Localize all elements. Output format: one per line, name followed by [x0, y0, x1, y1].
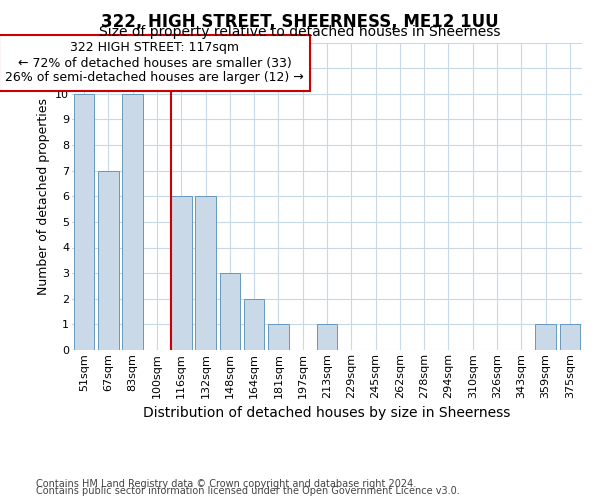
Bar — [195, 196, 216, 350]
Bar — [535, 324, 556, 350]
Bar — [220, 273, 240, 350]
X-axis label: Distribution of detached houses by size in Sheerness: Distribution of detached houses by size … — [143, 406, 511, 420]
Bar — [74, 94, 94, 350]
Bar — [268, 324, 289, 350]
Text: 322, HIGH STREET, SHEERNESS, ME12 1UU: 322, HIGH STREET, SHEERNESS, ME12 1UU — [101, 12, 499, 30]
Bar — [171, 196, 191, 350]
Text: Contains HM Land Registry data © Crown copyright and database right 2024.: Contains HM Land Registry data © Crown c… — [36, 479, 416, 489]
Bar — [560, 324, 580, 350]
Bar — [317, 324, 337, 350]
Bar — [122, 94, 143, 350]
Y-axis label: Number of detached properties: Number of detached properties — [37, 98, 50, 294]
Bar — [244, 298, 265, 350]
Text: Size of property relative to detached houses in Sheerness: Size of property relative to detached ho… — [99, 25, 501, 39]
Bar — [98, 170, 119, 350]
Text: Contains public sector information licensed under the Open Government Licence v3: Contains public sector information licen… — [36, 486, 460, 496]
Text: 322 HIGH STREET: 117sqm
← 72% of detached houses are smaller (33)
26% of semi-de: 322 HIGH STREET: 117sqm ← 72% of detache… — [5, 42, 304, 84]
